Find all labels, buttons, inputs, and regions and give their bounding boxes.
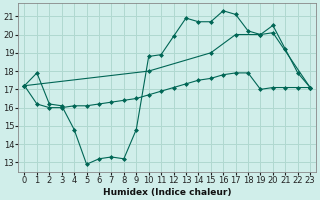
X-axis label: Humidex (Indice chaleur): Humidex (Indice chaleur) (103, 188, 232, 197)
